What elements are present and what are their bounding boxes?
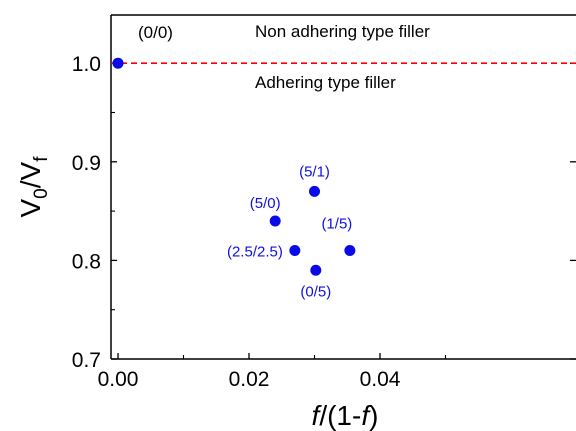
data-point [344,245,356,257]
x-axis-label-end: ) [369,400,378,431]
y-tick-label: 1.0 [72,53,101,76]
y-axis-label-subf: f [31,156,52,162]
y-axis-label: V0/Vf [15,156,52,218]
x-tick-label: 0.02 [229,368,270,391]
x-tick-label: 0.04 [360,368,401,391]
point-label: (1/5) [321,216,352,233]
x-axis-label: f/(1-f) [312,400,379,431]
point-label: (0/0) [138,23,173,42]
annotation-adhering: Adhering type filler [255,73,396,92]
data-points: (0/0) (5/0) (5/1) (2.5/2.5) (1/5) (0/5) [112,23,356,300]
x-axis-label-mid: /(1- [319,400,361,431]
y-axis-label-slash: /V [15,161,46,188]
data-point [112,57,124,69]
point-label: (5/1) [299,163,330,180]
data-point [289,245,301,257]
y-tick-label: 0.9 [72,152,101,175]
y-axis-label-v: V [15,199,46,218]
x-tick-label: 0.00 [98,368,139,391]
x-axis-label-f2: f [361,400,372,431]
point-label: (2.5/2.5) [227,244,283,261]
y-tick-label: 0.7 [72,349,101,372]
x-axis-label-f1: f [312,400,323,431]
data-point [309,185,320,197]
data-point [310,264,322,276]
point-label: (5/0) [250,195,281,212]
y-tick-label: 0.8 [72,250,101,273]
y-axis-label-sub0: 0 [31,188,52,199]
point-label: (0/5) [300,283,331,300]
data-point [269,215,281,227]
annotation-non-adhering: Non adhering type filler [255,22,430,41]
